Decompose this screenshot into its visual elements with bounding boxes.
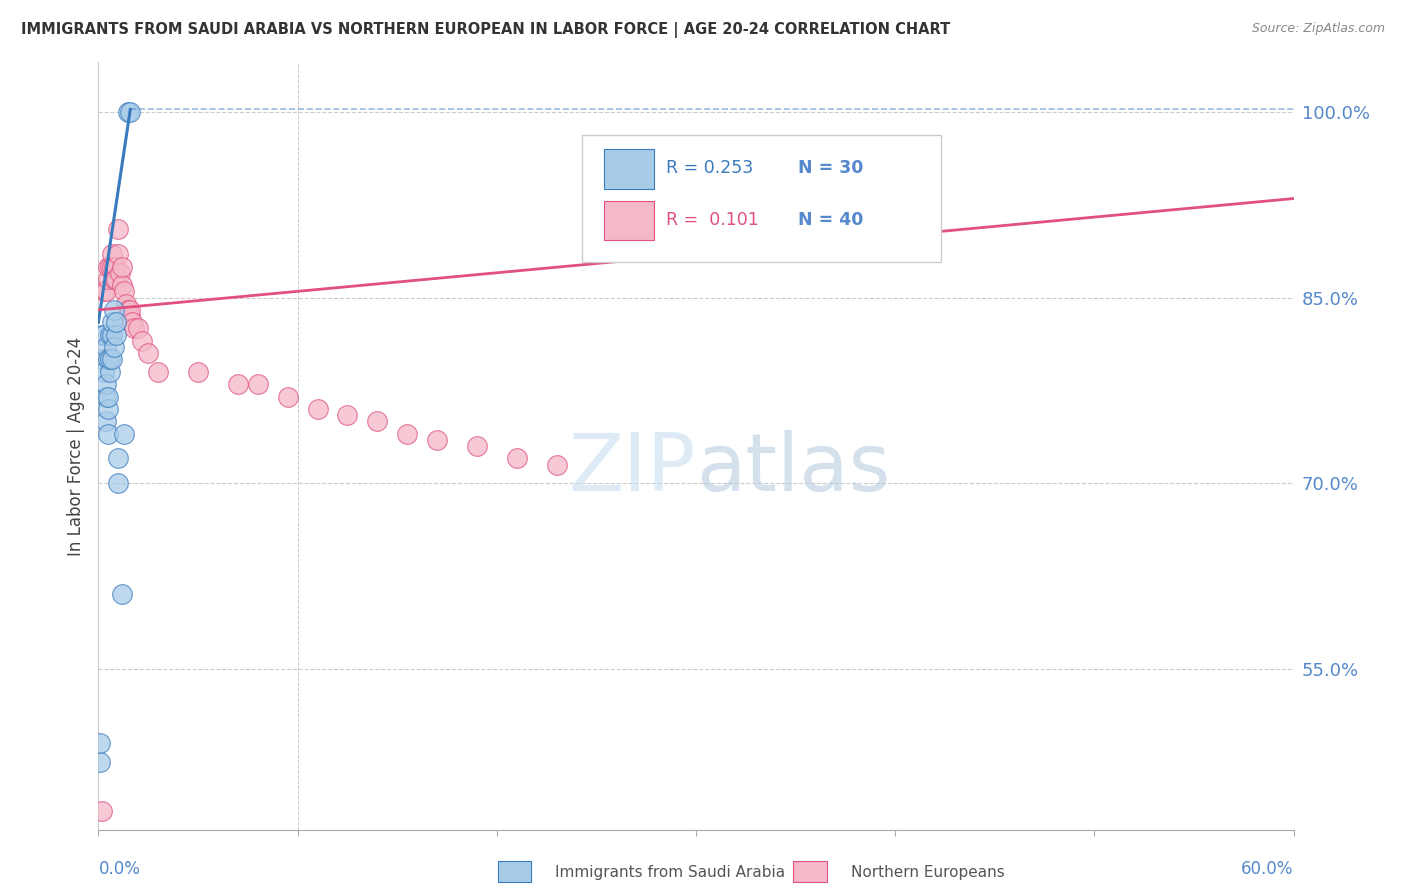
Point xyxy=(117,302,139,317)
Point xyxy=(124,321,146,335)
Point xyxy=(97,352,120,367)
Text: ZIP: ZIP xyxy=(568,430,696,508)
Point xyxy=(103,340,125,354)
Point xyxy=(120,104,142,119)
Point xyxy=(96,340,118,354)
Point xyxy=(101,315,124,329)
FancyBboxPatch shape xyxy=(605,201,654,241)
FancyBboxPatch shape xyxy=(582,136,941,262)
Text: atlas: atlas xyxy=(696,430,890,508)
Point xyxy=(103,260,125,274)
Point xyxy=(111,278,134,293)
Point xyxy=(127,321,149,335)
Point xyxy=(103,272,125,286)
Point xyxy=(91,352,114,367)
Text: 60.0%: 60.0% xyxy=(1241,861,1294,879)
Point xyxy=(246,377,269,392)
Point xyxy=(103,302,125,317)
Point xyxy=(97,401,120,416)
Text: 0.0%: 0.0% xyxy=(98,861,141,879)
Text: R =  0.101: R = 0.101 xyxy=(666,211,759,228)
Point xyxy=(131,334,153,348)
Y-axis label: In Labor Force | Age 20-24: In Labor Force | Age 20-24 xyxy=(66,336,84,556)
Point xyxy=(105,272,128,286)
Text: N = 30: N = 30 xyxy=(797,159,863,177)
Point xyxy=(101,260,124,274)
Point xyxy=(307,401,329,416)
Point xyxy=(101,352,124,367)
Text: N = 40: N = 40 xyxy=(797,211,863,228)
Point xyxy=(97,390,120,404)
FancyBboxPatch shape xyxy=(605,149,654,189)
Point xyxy=(96,377,118,392)
Point xyxy=(226,377,249,392)
Point xyxy=(89,755,111,769)
Point xyxy=(98,260,122,274)
Point xyxy=(465,439,488,453)
Point xyxy=(105,327,128,342)
Point xyxy=(117,104,139,119)
Point xyxy=(107,222,129,236)
Point xyxy=(93,285,115,299)
Point xyxy=(91,327,114,342)
Point xyxy=(97,272,120,286)
Text: IMMIGRANTS FROM SAUDI ARABIA VS NORTHERN EUROPEAN IN LABOR FORCE | AGE 20-24 COR: IMMIGRANTS FROM SAUDI ARABIA VS NORTHERN… xyxy=(21,22,950,38)
Point xyxy=(97,260,120,274)
Point xyxy=(96,390,118,404)
Point xyxy=(96,285,118,299)
Point xyxy=(546,458,568,472)
Point xyxy=(101,247,124,261)
Point xyxy=(136,346,159,360)
Point xyxy=(111,587,134,601)
Point xyxy=(506,451,529,466)
Point xyxy=(93,327,115,342)
Point xyxy=(336,408,359,422)
Point xyxy=(98,365,122,379)
Point xyxy=(148,365,170,379)
Point xyxy=(107,476,129,491)
Point xyxy=(426,433,449,447)
Point xyxy=(187,365,209,379)
Point xyxy=(97,426,120,441)
Point xyxy=(120,302,142,317)
Point xyxy=(101,327,124,342)
Point xyxy=(105,315,128,329)
Text: Northern Europeans: Northern Europeans xyxy=(851,865,1004,880)
Point xyxy=(89,736,111,750)
Point xyxy=(96,414,118,428)
Point xyxy=(105,260,128,274)
Point xyxy=(107,451,129,466)
Point xyxy=(396,426,419,441)
Point xyxy=(366,414,388,428)
Point xyxy=(93,365,115,379)
Point xyxy=(277,390,299,404)
Text: Source: ZipAtlas.com: Source: ZipAtlas.com xyxy=(1251,22,1385,36)
Point xyxy=(98,327,122,342)
Point xyxy=(110,266,132,280)
Point xyxy=(115,296,138,310)
Point xyxy=(91,804,114,818)
Point xyxy=(98,352,122,367)
Text: R = 0.253: R = 0.253 xyxy=(666,159,754,177)
Point xyxy=(107,247,129,261)
Text: Immigrants from Saudi Arabia: Immigrants from Saudi Arabia xyxy=(555,865,786,880)
Point xyxy=(112,426,135,441)
Point xyxy=(120,309,142,323)
Point xyxy=(121,315,143,329)
Point xyxy=(111,260,134,274)
Point xyxy=(112,285,135,299)
